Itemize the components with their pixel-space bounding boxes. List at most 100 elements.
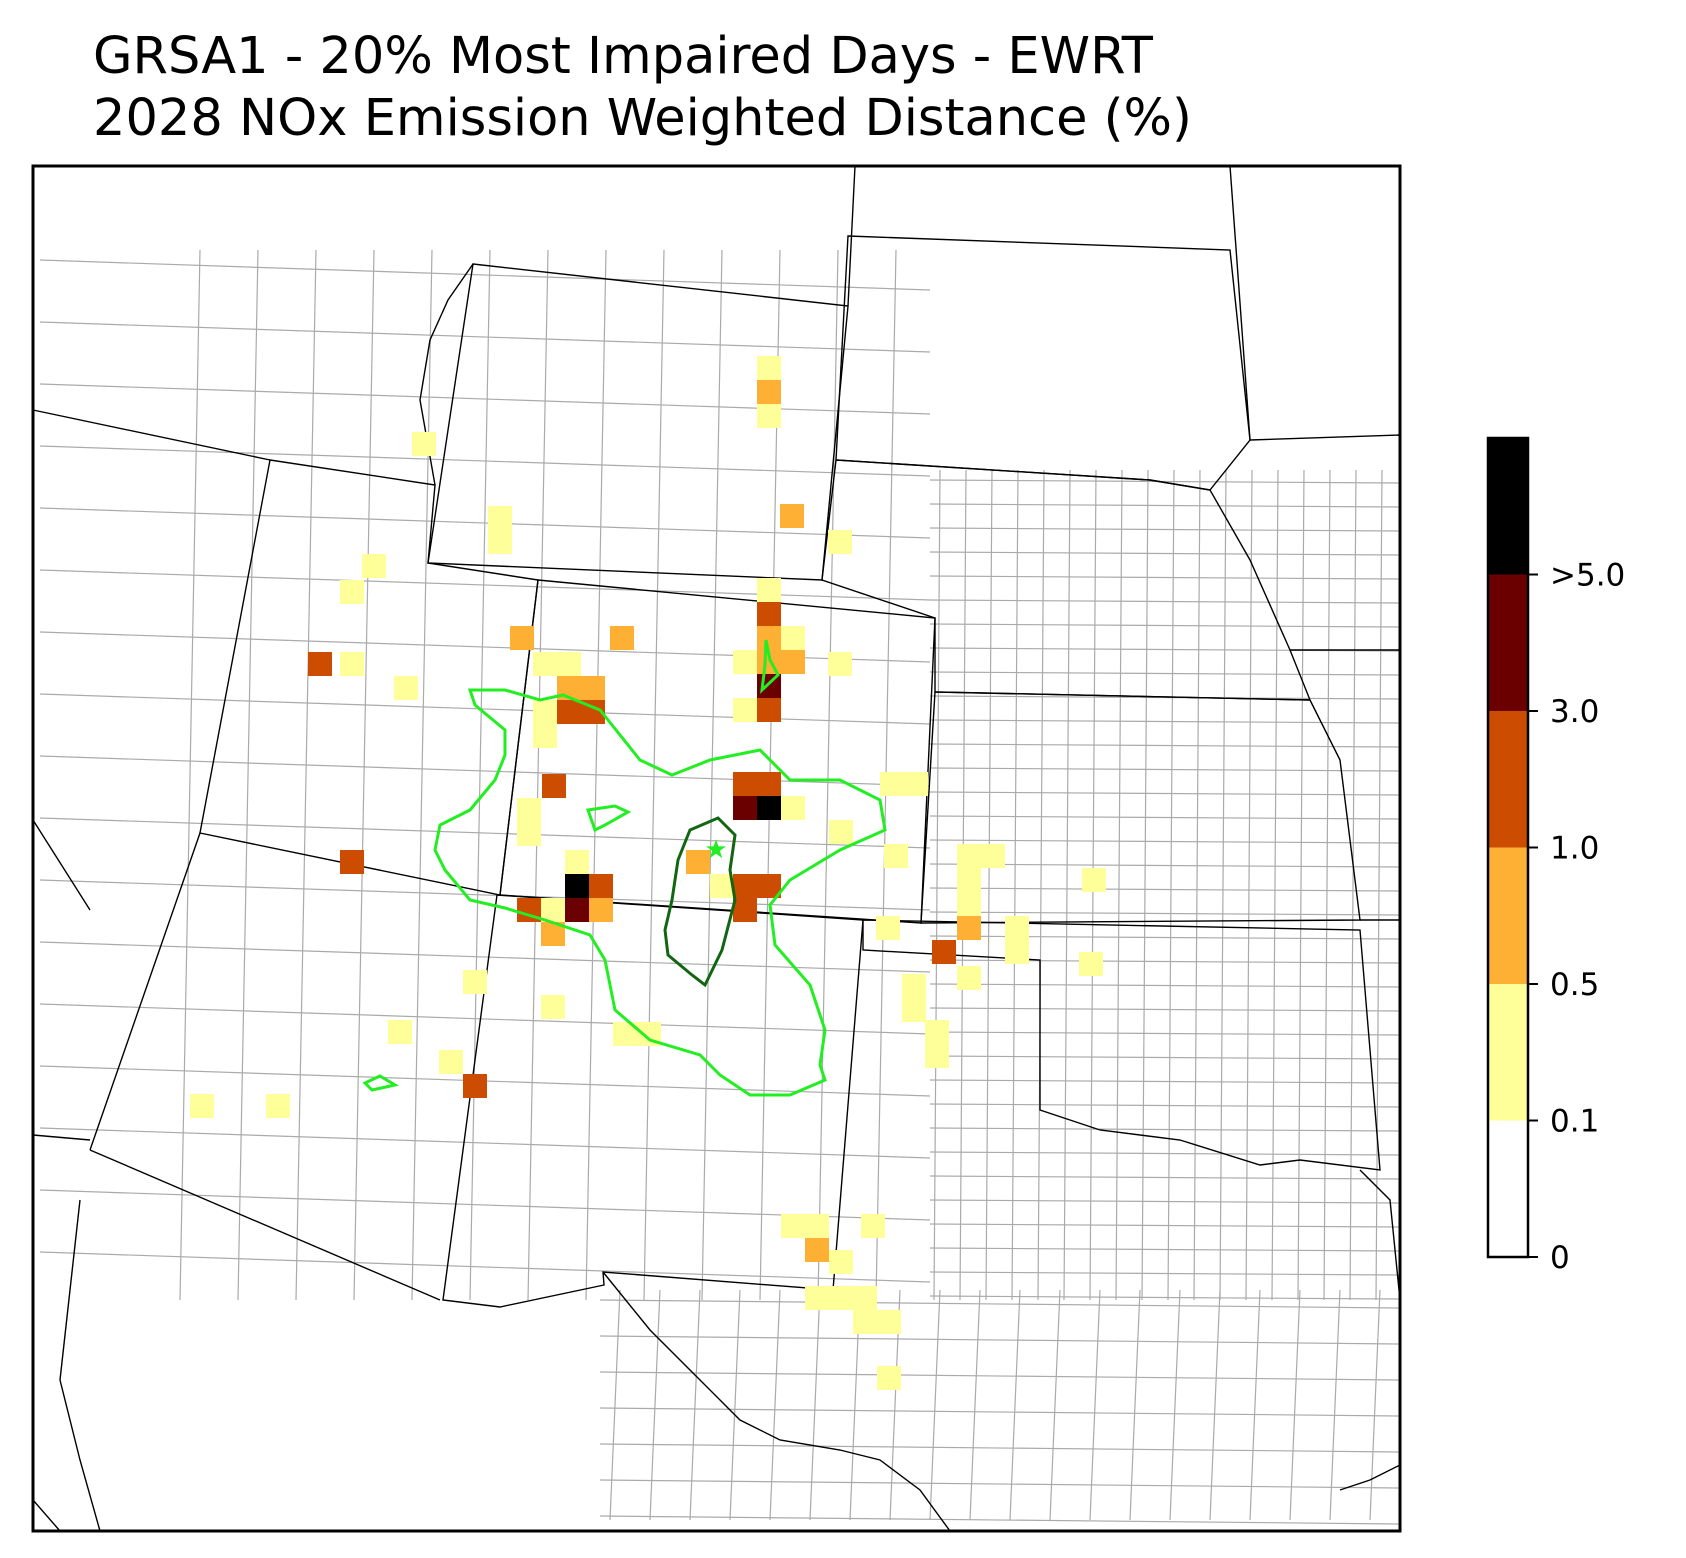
county-line (1169, 1289, 1181, 1521)
county-line (609, 1289, 621, 1521)
outer-contour-south (362, 1074, 400, 1092)
colorbar-segment (1488, 438, 1528, 575)
county-line (1167, 469, 1175, 1301)
map-background (33, 166, 1400, 1531)
county-line (929, 791, 1401, 796)
county-line (929, 1289, 941, 1521)
county-line (929, 887, 1401, 892)
county-line (469, 249, 491, 1301)
county-line (39, 569, 931, 601)
colorbar-tick-label: 0.1 (1550, 1104, 1599, 1140)
state-south-dakota (835, 235, 1251, 491)
emission-cell (902, 974, 926, 998)
title-line-1: GRSA1 - 20% Most Impaired Days - EWRT (93, 27, 1153, 86)
coastline-gulf-of-california (59, 1199, 101, 1532)
emission-cell (394, 676, 418, 700)
county-line (599, 1371, 1401, 1381)
county-line (39, 1127, 931, 1159)
emission-cell (340, 652, 364, 676)
emission-cell (757, 356, 781, 380)
emission-cell (517, 822, 541, 846)
county-line (929, 911, 1401, 916)
emission-cell (589, 874, 613, 898)
county-line (929, 1271, 1401, 1276)
county-line (929, 743, 1401, 748)
county-line (39, 755, 931, 787)
emission-cell (412, 432, 436, 456)
state-boundaries (32, 165, 1401, 1532)
colorbar-segment (1488, 711, 1528, 848)
county-line (929, 1031, 1401, 1036)
county-line (929, 1199, 1401, 1204)
state-arizona-west-edge (89, 832, 201, 1151)
county-line (929, 767, 1401, 772)
state-new-mexico (442, 894, 864, 1308)
state-kansas (920, 691, 1361, 924)
emission-cell (932, 940, 956, 964)
emission-cell (565, 850, 589, 874)
emission-cell (463, 970, 487, 994)
emission-cell (565, 898, 589, 922)
county-line (643, 249, 665, 1301)
emission-cell (829, 820, 853, 844)
county-line (929, 983, 1401, 988)
emission-cell (876, 916, 900, 940)
emission-cell (853, 1286, 877, 1310)
county-line (1115, 469, 1123, 1301)
emission-cell (1079, 952, 1103, 976)
emission-cell (533, 724, 557, 748)
state-idaho-east-edge (419, 263, 474, 486)
emission-cell (1082, 868, 1106, 892)
county-line (1249, 1289, 1261, 1521)
inner-contour (663, 816, 737, 988)
colorbar-segment (1488, 1120, 1528, 1257)
county-line (1141, 469, 1149, 1301)
county-line (929, 1295, 1401, 1300)
county-line (599, 1443, 1401, 1453)
county-line (1271, 469, 1279, 1301)
county-line (39, 445, 931, 477)
county-line (39, 1003, 931, 1035)
map-panel: ★ (31, 164, 1402, 1533)
county-line (929, 599, 1401, 604)
county-line (411, 249, 433, 1301)
emission-cell (340, 580, 364, 604)
emission-cell (757, 626, 781, 650)
outer-contour-north (760, 639, 780, 694)
emission-cell (1005, 916, 1029, 940)
receptor-star-icon: ★ (704, 835, 727, 865)
emission-cell (190, 1094, 214, 1118)
county-line (929, 1175, 1401, 1180)
colorbar-segment (1488, 574, 1528, 711)
county-line (929, 863, 1401, 868)
texas-louisiana-edge (1359, 1169, 1401, 1301)
emission-cell (781, 796, 805, 820)
county-line (39, 817, 931, 849)
state-iowa-north-edge (1249, 434, 1401, 441)
county-line (929, 479, 1401, 484)
county-line (39, 693, 931, 725)
county-line (929, 527, 1401, 532)
county-line (929, 671, 1401, 676)
emission-cell (565, 874, 589, 898)
map-frame (31, 164, 1402, 1533)
emission-cell (957, 868, 981, 892)
emission-cell (829, 1286, 853, 1310)
emission-cell (1005, 940, 1029, 964)
emission-cell (904, 772, 928, 796)
county-line (929, 1055, 1401, 1060)
outer-contour (433, 688, 887, 1097)
county-line (1063, 469, 1071, 1301)
county-line (689, 1289, 701, 1521)
county-line (929, 1127, 1401, 1132)
emission-cell (541, 995, 565, 1019)
emission-cell (884, 844, 908, 868)
county-line (1037, 469, 1045, 1301)
coastline-baja (32, 1499, 61, 1532)
county-line (1289, 1289, 1301, 1521)
emission-cell (829, 1250, 853, 1274)
county-line (929, 503, 1401, 508)
emission-cell (853, 1310, 877, 1334)
county-line (929, 1007, 1401, 1012)
